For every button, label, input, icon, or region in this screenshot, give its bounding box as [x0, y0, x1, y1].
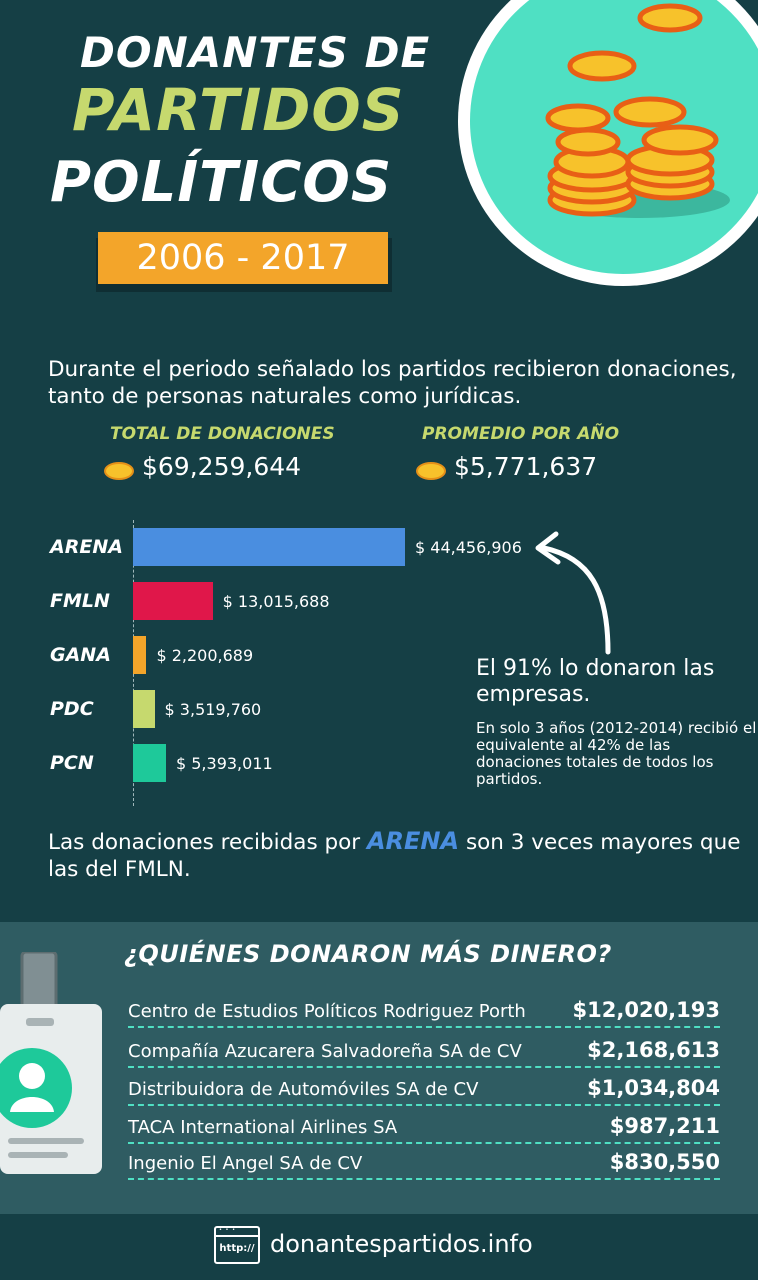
total-label: TOTAL DE DONACIONES	[110, 424, 335, 444]
comparison-party: ARENA	[366, 827, 460, 855]
comparison-after: son 3 veces mayores que las del FMLN.	[48, 830, 741, 882]
bar-value-label: $ 13,015,688	[222, 592, 330, 611]
donor-name: Ingenio El Angel SA de CV	[128, 1153, 363, 1174]
donor-amount: $987,211	[609, 1114, 720, 1138]
donor-name: Compañía Azucarera Salvadoreña SA de CV	[128, 1041, 522, 1062]
annotation-main: El 91% lo donaron las empresas.	[476, 656, 715, 707]
bar-value-label: $ 3,519,760	[164, 700, 262, 719]
bar-category-label: PDC	[50, 698, 94, 720]
title-line2: PARTIDOS	[72, 76, 405, 144]
bar-category-label: ARENA	[50, 536, 123, 558]
avg-stat: $5,771,637	[416, 452, 597, 481]
bar-arena	[133, 528, 405, 566]
bar-category-label: PCN	[50, 752, 94, 774]
bar-pdc	[133, 690, 155, 728]
bar-gana	[133, 636, 147, 674]
donor-row: Ingenio El Angel SA de CV $830,550	[128, 1146, 720, 1180]
bar-pcn	[133, 744, 166, 782]
browser-icon: • • • http://	[214, 1226, 260, 1264]
bar-value-label: $ 44,456,906	[415, 538, 522, 557]
donor-row: Compañía Azucarera Salvadoreña SA de CV …	[128, 1034, 720, 1068]
browser-icon-label: http://	[219, 1243, 255, 1254]
total-value: $69,259,644	[142, 452, 302, 481]
donor-name: Distribuidora de Automóviles SA de CV	[128, 1079, 479, 1100]
bar-chart: ARENA $ 44,456,906 FMLN $ 13,015,688 GANA $ 2…	[0, 520, 758, 810]
footer-url[interactable]: donantespartidos.info	[270, 1230, 533, 1258]
title-line1: DONANTES DE	[80, 28, 431, 77]
bar-value-label: $ 2,200,689	[156, 646, 254, 665]
donor-amount: $830,550	[609, 1150, 720, 1174]
donor-amount: $12,020,193	[572, 998, 720, 1022]
annotation-detail: En solo 3 años (2012-2014) recibió el eq…	[476, 719, 757, 788]
coin-stack-icon	[545, 3, 730, 218]
total-stat: $69,259,644	[104, 452, 301, 481]
donors-heading: ¿QUIÉNES DONARON MÁS DINERO?	[124, 940, 612, 968]
years-banner: 2006 - 2017	[98, 232, 388, 284]
coin-icon	[416, 461, 446, 480]
bar-fmln	[133, 582, 213, 620]
donor-name: Centro de Estudios Políticos Rodriguez P…	[128, 1001, 526, 1022]
donor-amount: $2,168,613	[587, 1038, 720, 1062]
footer	[0, 1214, 758, 1280]
bar-category-label: GANA	[50, 644, 111, 666]
donor-row: TACA International Airlines SA $987,211	[128, 1110, 720, 1144]
bar-category-label: FMLN	[50, 590, 110, 612]
donor-name: TACA International Airlines SA	[128, 1117, 398, 1138]
bar-value-label: $ 5,393,011	[175, 754, 273, 773]
avg-label: PROMEDIO POR AÑO	[422, 424, 620, 444]
id-badge-icon	[0, 952, 102, 1174]
donor-amount: $1,034,804	[587, 1076, 720, 1100]
arrow-icon	[535, 531, 611, 655]
intro-text: Durante el periodo señalado los partidos…	[48, 357, 737, 409]
coin-icon	[104, 461, 134, 480]
comparison-before: Las donaciones recibidas por	[48, 830, 361, 855]
avg-value: $5,771,637	[454, 452, 598, 481]
donor-row: Distribuidora de Automóviles SA de CV $1…	[128, 1072, 720, 1106]
donors-panel	[0, 922, 758, 1214]
title-line3: POLÍTICOS	[50, 150, 393, 215]
donor-row: Centro de Estudios Políticos Rodriguez P…	[128, 994, 720, 1028]
comparison-text: Las donaciones recibidas por ARENA son 3…	[48, 828, 748, 883]
